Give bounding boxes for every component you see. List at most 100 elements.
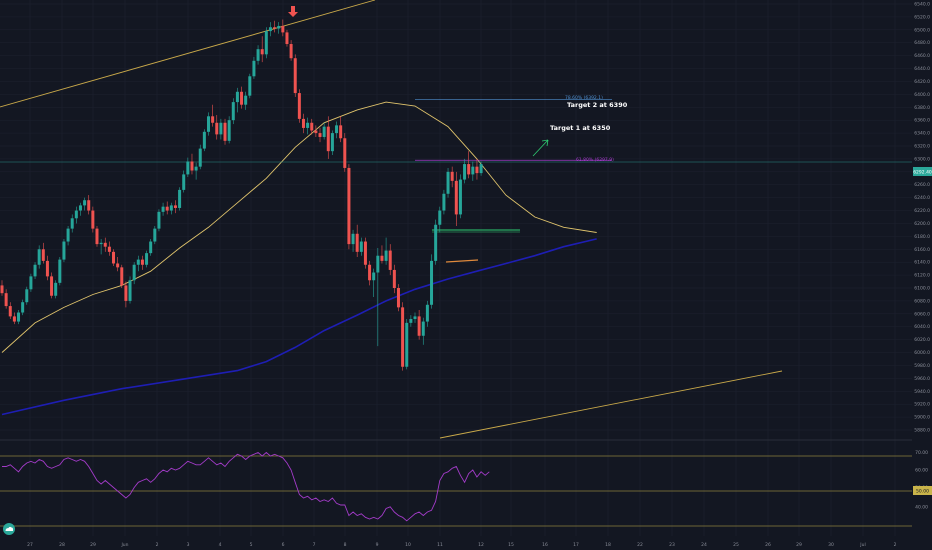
time-tick-label: 10: [405, 542, 411, 548]
time-tick-label: 24: [701, 542, 707, 548]
candle-body: [458, 179, 462, 215]
candle-body: [301, 118, 305, 128]
time-tick-label: 27: [27, 542, 33, 548]
candle-body: [405, 322, 409, 367]
time-tick-label: 18: [605, 542, 611, 548]
candle-body: [17, 312, 21, 322]
candle-body: [231, 102, 235, 121]
candle-body: [99, 242, 103, 245]
candle-body: [182, 174, 186, 190]
candle-body: [446, 171, 450, 194]
candle-body: [409, 318, 413, 323]
price-tick-label: 6520.0: [914, 14, 930, 20]
logo-icon[interactable]: [3, 523, 15, 535]
candle-body: [359, 241, 363, 252]
candle-body: [471, 166, 475, 175]
price-tick-label: 6480.0: [914, 40, 930, 46]
annotations[interactable]: Target 2 at 6390 Target 1 at 6350 78.60%…: [288, 6, 628, 163]
price-tick-label: 6260.0: [914, 182, 930, 188]
candle-body: [132, 264, 136, 281]
candle-body: [128, 280, 132, 301]
candle-body: [351, 233, 355, 245]
rsi-tick-label: 60.00: [915, 468, 928, 474]
time-tick-label: 12: [478, 542, 484, 548]
price-tick-label: 5880.0: [914, 428, 930, 434]
candle-body: [434, 224, 438, 261]
candle-body: [83, 200, 87, 206]
candle-body: [4, 293, 8, 307]
price-tick-label: 6240.0: [914, 195, 930, 201]
price-tick-label: 6020.0: [914, 337, 930, 343]
channel-lower-line: [439, 370, 783, 439]
candle-body: [314, 130, 318, 134]
price-tick-label: 6120.0: [914, 273, 930, 279]
candle-body: [475, 166, 479, 174]
price-tick-label: 6180.0: [914, 234, 930, 240]
candle-body: [454, 180, 458, 215]
trend-channel[interactable]: [0, 0, 783, 439]
candle-body: [339, 125, 343, 139]
peak-arrow-icon: [288, 6, 298, 17]
time-tick-label: 29: [90, 542, 96, 548]
target-arrow-head-icon: [541, 139, 549, 147]
candle-body: [235, 91, 239, 103]
candle-body: [355, 233, 359, 252]
candle-body: [293, 58, 297, 94]
logo-cloud: [5, 526, 14, 531]
candle-body: [376, 255, 380, 273]
time-tick-label: 25: [733, 542, 739, 548]
candle-body: [91, 210, 95, 229]
horizontal-levels[interactable]: [0, 99, 912, 263]
price-tick-label: 6060.0: [914, 311, 930, 317]
moving-average-line: [1, 238, 597, 416]
candle-body: [103, 242, 107, 247]
candle-body: [347, 167, 351, 245]
price-tick-label: 6080.0: [914, 298, 930, 304]
rsi-tick-label: 70.00: [915, 450, 928, 456]
candle-body: [306, 122, 310, 128]
candle-body: [12, 316, 16, 322]
candle-body: [124, 285, 128, 301]
candle-body: [268, 27, 272, 32]
time-tick-label: 15: [508, 542, 514, 548]
price-axis[interactable]: 6540.0 6520.0 6500.0 6480.0 6460.0 6440.0 6420…: [912, 0, 932, 536]
candle-body: [248, 76, 252, 96]
time-tick-label: 6: [282, 542, 285, 548]
price-tick-label: 6300.0: [914, 156, 930, 162]
moving-average-line: [1, 101, 597, 353]
price-tick-label: 6360.0: [914, 118, 930, 124]
time-tick-label: 29: [796, 542, 802, 548]
candle-body: [479, 164, 483, 174]
candle-body: [8, 306, 12, 317]
time-tick-label: 2: [156, 542, 159, 548]
candle-body: [310, 122, 314, 131]
candle-body: [194, 166, 198, 171]
candle-body: [169, 205, 173, 211]
candle-body: [297, 93, 301, 119]
candle-body: [74, 210, 78, 219]
price-tick-label: 6500.0: [914, 27, 930, 33]
target-arrow-line: [532, 139, 549, 157]
current-price-text: 6292.40: [913, 170, 932, 176]
candle-body: [198, 148, 202, 167]
candle-body: [413, 316, 417, 319]
time-tick-label: 3: [187, 542, 190, 548]
candle-body: [227, 120, 231, 141]
candle-body: [153, 228, 157, 242]
time-axis[interactable]: 27 28 29 Jun 2 3 4 5 6 7 8 9 10 11 12 15 16 17 18 22 23 24 25 2…: [0, 536, 932, 550]
price-tick-label: 5920.0: [914, 402, 930, 408]
candle-body: [136, 259, 140, 265]
candle-body: [78, 205, 82, 211]
fib-level-2-label: 78.60% (6392.1): [565, 95, 603, 101]
time-axis-background: [0, 536, 932, 550]
candle-body: [62, 241, 66, 260]
candle-body: [273, 27, 277, 29]
candle-body: [215, 122, 219, 135]
candle-body: [244, 95, 248, 105]
candle-body: [190, 161, 194, 171]
candle-body: [372, 272, 376, 281]
candle-body: [396, 288, 400, 308]
candle-body: [330, 133, 334, 152]
moving-averages: [1, 101, 597, 416]
